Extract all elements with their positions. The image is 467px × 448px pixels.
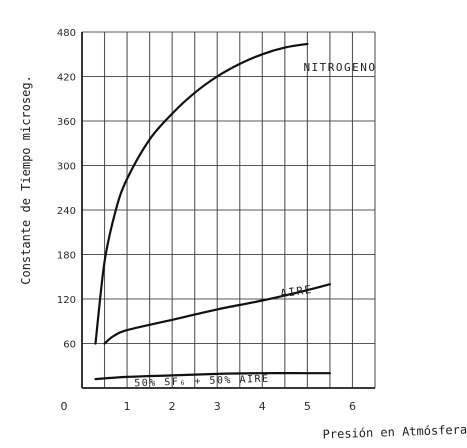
series-line-sf6-aire: [94, 372, 331, 381]
y-tick-label: 300: [57, 162, 76, 173]
x-tick-label: 5: [304, 400, 311, 413]
x-axis-label: Presión en Atmósfera: [322, 422, 467, 441]
y-tick-label: 180: [57, 251, 76, 262]
y-tick-label: 480: [57, 28, 76, 39]
series-label-sf6-aire: 50% SF₆ + 50% AIRE: [134, 374, 270, 390]
x-tick-label: 2: [169, 400, 176, 413]
x-tick-label: 1: [124, 400, 131, 413]
x-tick-label: 4: [259, 400, 266, 413]
series-label-nitrogeno: NITROGENO: [303, 61, 376, 74]
grid: [82, 31, 376, 388]
x-tick-label: 0: [61, 400, 68, 413]
series-lines: [94, 42, 331, 381]
y-axis-label: Constante de Tiempo microseg.: [19, 75, 33, 285]
y-tick-label: 360: [57, 117, 76, 128]
x-tick-label: 3: [214, 400, 221, 413]
x-tick-label: 6: [349, 400, 356, 413]
series-line-aire: [103, 283, 331, 345]
y-tick-label: 420: [57, 73, 76, 84]
series-line-nitrogeno: [94, 42, 309, 345]
y-tick-label: 120: [57, 295, 76, 306]
series-label-aire: AIRE: [280, 283, 314, 300]
axes: [81, 32, 375, 389]
series-labels: NITROGENO AIRE 50% SF₆ + 50% AIRE: [134, 61, 376, 390]
y-tick-label: 240: [57, 206, 76, 217]
tick-labels: 60 120 180 240 300 360 420 480 0 1 2 3 4 5 6: [57, 28, 356, 413]
y-tick-label: 60: [63, 340, 76, 351]
